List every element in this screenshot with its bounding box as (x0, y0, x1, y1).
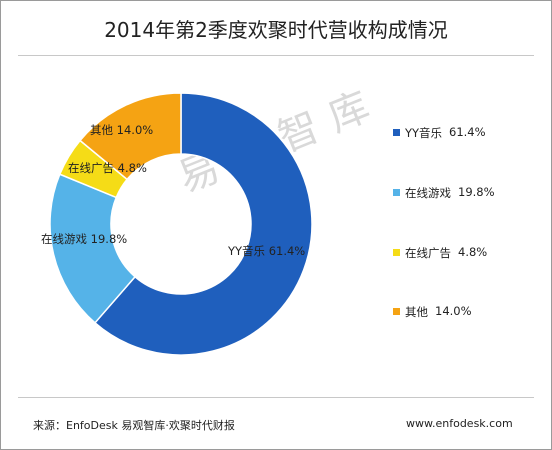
data-label-online-ads: 在线广告 4.8% (68, 161, 147, 175)
slice-other (79, 92, 182, 181)
legend-swatch-online-ads (393, 249, 400, 256)
legend-label: 在线游戏 (405, 186, 451, 200)
data-label-online-games: 在线游戏 19.8% (41, 232, 127, 246)
legend-label: 在线广告 (405, 246, 451, 260)
slice-online-games (49, 173, 137, 324)
legend-swatch-yy-music (393, 129, 400, 136)
source-note: 来源：EnfoDesk 易观智库·欢聚时代财报 (33, 419, 235, 432)
legend-value: 61.4% (449, 125, 486, 139)
title-divider (18, 55, 534, 56)
legend-value: 14.0% (435, 304, 472, 318)
legend-value: 4.8% (458, 245, 488, 259)
legend-label: YY音乐 (405, 126, 443, 140)
legend-swatch-online-games (393, 189, 400, 196)
data-label-other: 其他 14.0% (90, 123, 153, 137)
data-label-yy-music: YY音乐 61.4% (227, 244, 305, 258)
website-link[interactable]: www.enfodesk.com (406, 417, 513, 430)
footer-divider (18, 397, 534, 398)
legend-value: 19.8% (458, 185, 495, 199)
legend-swatch-other (393, 308, 400, 315)
legend-label: 其他 (405, 305, 428, 319)
slice-yy-music (93, 92, 313, 356)
chart-title: 2014年第2季度欢聚时代营收构成情况 (104, 18, 448, 42)
